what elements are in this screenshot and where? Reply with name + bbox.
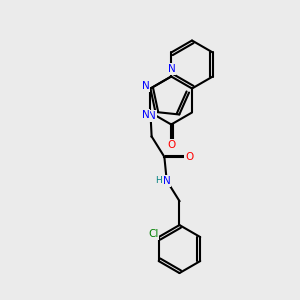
Text: N: N bbox=[168, 64, 176, 74]
Text: Cl: Cl bbox=[148, 229, 159, 239]
Text: H: H bbox=[155, 176, 162, 185]
Text: N: N bbox=[163, 176, 171, 186]
Text: N: N bbox=[142, 110, 150, 120]
Text: N: N bbox=[142, 81, 149, 91]
Text: O: O bbox=[167, 140, 175, 150]
Text: N: N bbox=[148, 111, 156, 121]
Text: O: O bbox=[185, 152, 194, 162]
